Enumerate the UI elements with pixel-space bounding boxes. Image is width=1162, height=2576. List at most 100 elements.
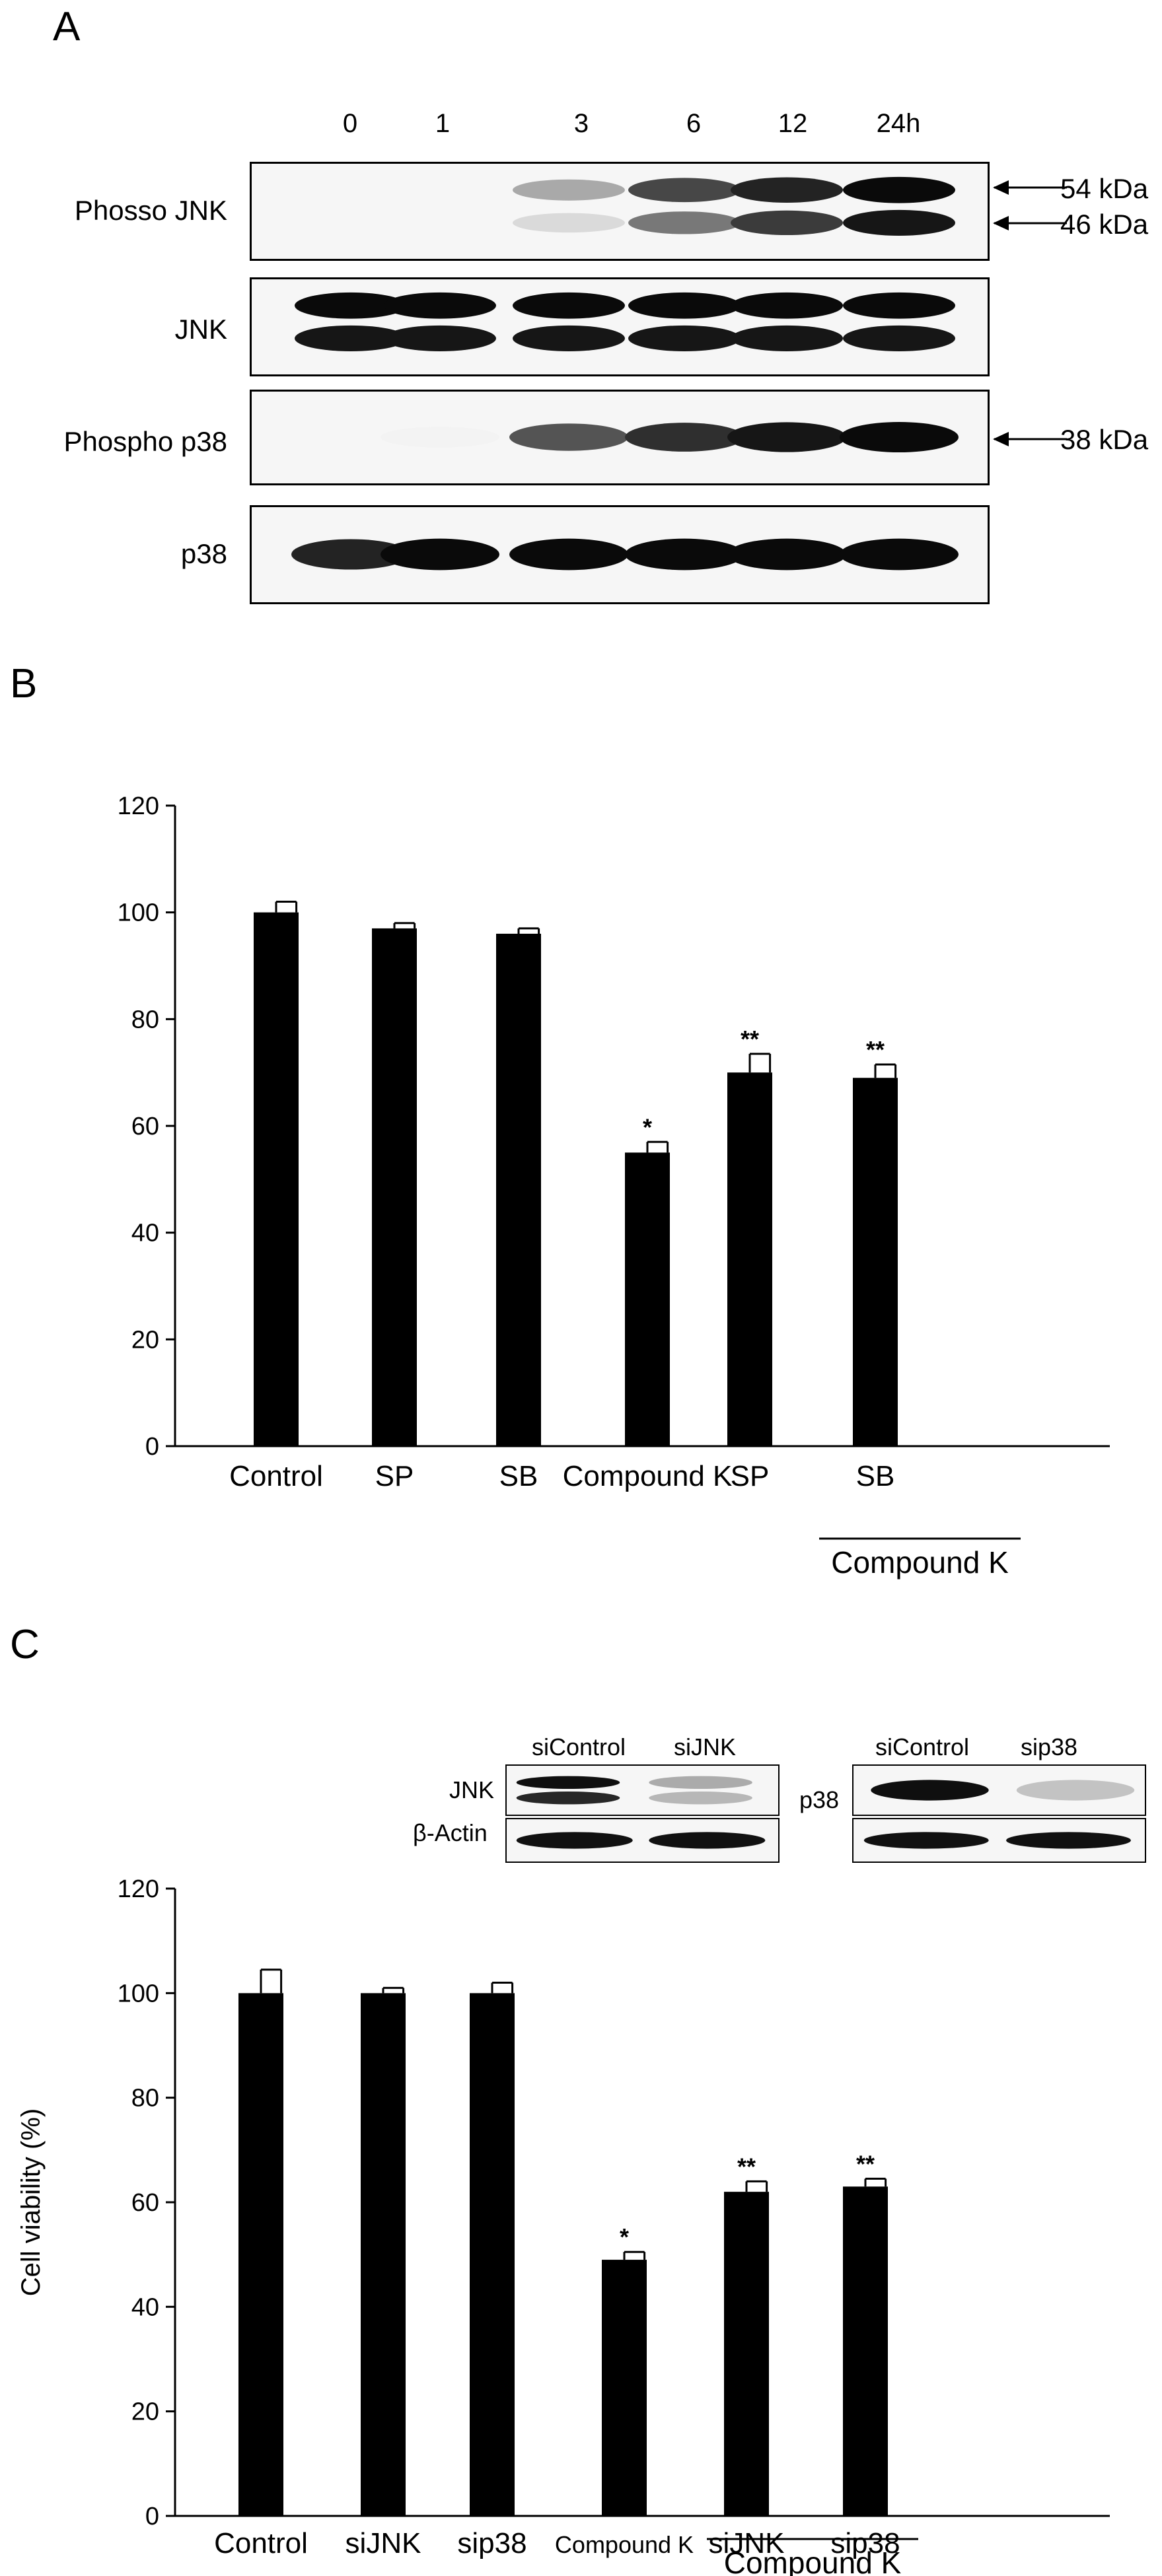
x-category-label-0: Control (229, 1460, 323, 1492)
group-label-compound-k: Compound K (831, 1545, 1009, 1580)
band-lane-1 (381, 427, 499, 448)
x-category-label-3: Compound K (563, 1460, 733, 1492)
inset-blot-actin-left (505, 1818, 780, 1863)
inset-band-actin (863, 1832, 989, 1849)
bar-2 (496, 934, 541, 1446)
inset-right-header-2: sip38 (1021, 1733, 1078, 1760)
y-tick-label: 40 (131, 1220, 159, 1247)
inset-blot-jnk-bands (507, 1766, 778, 1815)
y-tick-label: 120 (118, 792, 159, 820)
y-tick-label: 100 (118, 1980, 159, 2007)
blot-label-p38: p38 (180, 538, 227, 569)
significance-mark-3: * (620, 2223, 629, 2250)
blot-phospho-jnk (250, 162, 990, 261)
significance-mark-4: ** (737, 2153, 756, 2180)
marker-46kda: 46 kDa (1060, 209, 1149, 240)
band-lane-3-1 (628, 325, 741, 351)
y-tick-label: 80 (131, 1006, 159, 1033)
band-lane-4-1 (731, 210, 843, 236)
band-lane-3-1 (628, 211, 741, 234)
inset-right-row-p38: p38 (799, 1786, 840, 1813)
bar-0 (254, 912, 299, 1446)
band-lane-2-1 (513, 325, 625, 351)
band-lane-3 (625, 423, 744, 452)
inset-band-actin (649, 1832, 766, 1849)
significance-mark-5: ** (856, 2150, 875, 2177)
band-lane-4 (727, 422, 846, 452)
inset-right-header-1: siControl (875, 1733, 970, 1760)
y-tick-label: 100 (118, 899, 159, 927)
band-lane-1 (381, 538, 499, 571)
inset-left-row-actin: β-Actin (413, 1819, 488, 1846)
bar-chart-c: 0 20 40 60 80 100 120 Control siJNK sip38 * Compoun… (17, 1875, 1110, 2576)
time-label-2: 3 (573, 109, 589, 138)
bar-2 (470, 1993, 515, 2516)
time-label-5: 24h (876, 109, 921, 138)
blot-jnk (250, 277, 990, 376)
blot-phospho-jnk-bands (252, 164, 988, 259)
inset-band (516, 1776, 620, 1790)
band-lane-4 (727, 538, 846, 571)
band-lane-4-0 (731, 292, 843, 319)
band-lane-5-1 (843, 325, 955, 351)
band-lane-3-0 (628, 292, 741, 319)
bar-5 (853, 1078, 898, 1446)
inset-blot-actin-right (852, 1818, 1146, 1863)
x-category-label-5: SB (856, 1460, 895, 1492)
band-lane-5 (840, 538, 959, 571)
bar-chart-b: 0 20 40 60 80 100 120 Control SP SB * Compound K ** S… (118, 792, 1110, 1580)
significance-mark-3: * (643, 1113, 652, 1140)
time-label-1: 1 (435, 109, 451, 138)
kda-arrows-jnk (993, 180, 1067, 230)
inset-band (649, 1791, 752, 1805)
marker-54kda: 54 kDa (1060, 173, 1149, 204)
band-lane-0 (291, 539, 410, 570)
band-lane-1-1 (384, 325, 496, 351)
blot-label-phospho-p38: Phospho p38 (63, 426, 227, 457)
y-tick-label: 40 (131, 2293, 159, 2321)
band-lane-1-0 (384, 292, 496, 319)
bar-4 (727, 1072, 772, 1446)
group-label-compound-k: Compound K (724, 2546, 902, 2576)
inset-blot-jnk (505, 1764, 780, 1816)
time-label-4: 12 (778, 109, 808, 138)
band-lane-5-0 (843, 176, 955, 203)
inset-left-row-jnk: JNK (449, 1776, 495, 1803)
x-category-label-4: siJNK (709, 2527, 785, 2559)
inset-band-actin (1006, 1832, 1131, 1849)
band-lane-2-1 (513, 213, 625, 233)
inset-band (871, 1780, 989, 1801)
blot-label-jnk: JNK (174, 314, 227, 345)
inset-left-header-2: siJNK (674, 1733, 737, 1760)
inset-band (649, 1776, 752, 1790)
y-tick-label: 0 (145, 2503, 159, 2530)
bar-3 (602, 2260, 647, 2516)
y-tick-label: 20 (131, 1326, 159, 1354)
y-tick-label: 80 (131, 2085, 159, 2112)
band-lane-2-0 (513, 179, 625, 201)
x-category-label-2: sip38 (457, 2527, 527, 2559)
panel-a-letter: A (53, 4, 81, 50)
blot-p38-bands (252, 507, 988, 602)
panel-c-letter: C (10, 1622, 40, 1667)
y-axis-label: Cell viability (%) (17, 2108, 46, 2297)
x-category-label-2: SB (499, 1460, 538, 1492)
inset-left-header-1: siControl (532, 1733, 626, 1760)
x-category-label-4: SP (731, 1460, 770, 1492)
significance-mark-4: ** (741, 1026, 759, 1053)
y-tick-label: 20 (131, 2398, 159, 2426)
significance-mark-5: ** (866, 1036, 885, 1063)
inset-blot-p38-bands (853, 1766, 1145, 1815)
x-category-label-1: SP (375, 1460, 414, 1492)
bar-1 (361, 1993, 406, 2516)
y-tick-label: 0 (145, 1433, 159, 1461)
band-lane-2-0 (513, 292, 625, 319)
band-lane-4-0 (731, 177, 843, 203)
blot-p38 (250, 505, 990, 604)
arrow-head-46 (993, 216, 1009, 230)
y-tick-label: 120 (118, 1875, 159, 1903)
arrow-head-38 (993, 432, 1009, 446)
kda-arrow-p38 (993, 432, 1067, 446)
band-lane-2 (509, 423, 628, 451)
inset-band-actin (516, 1832, 633, 1849)
